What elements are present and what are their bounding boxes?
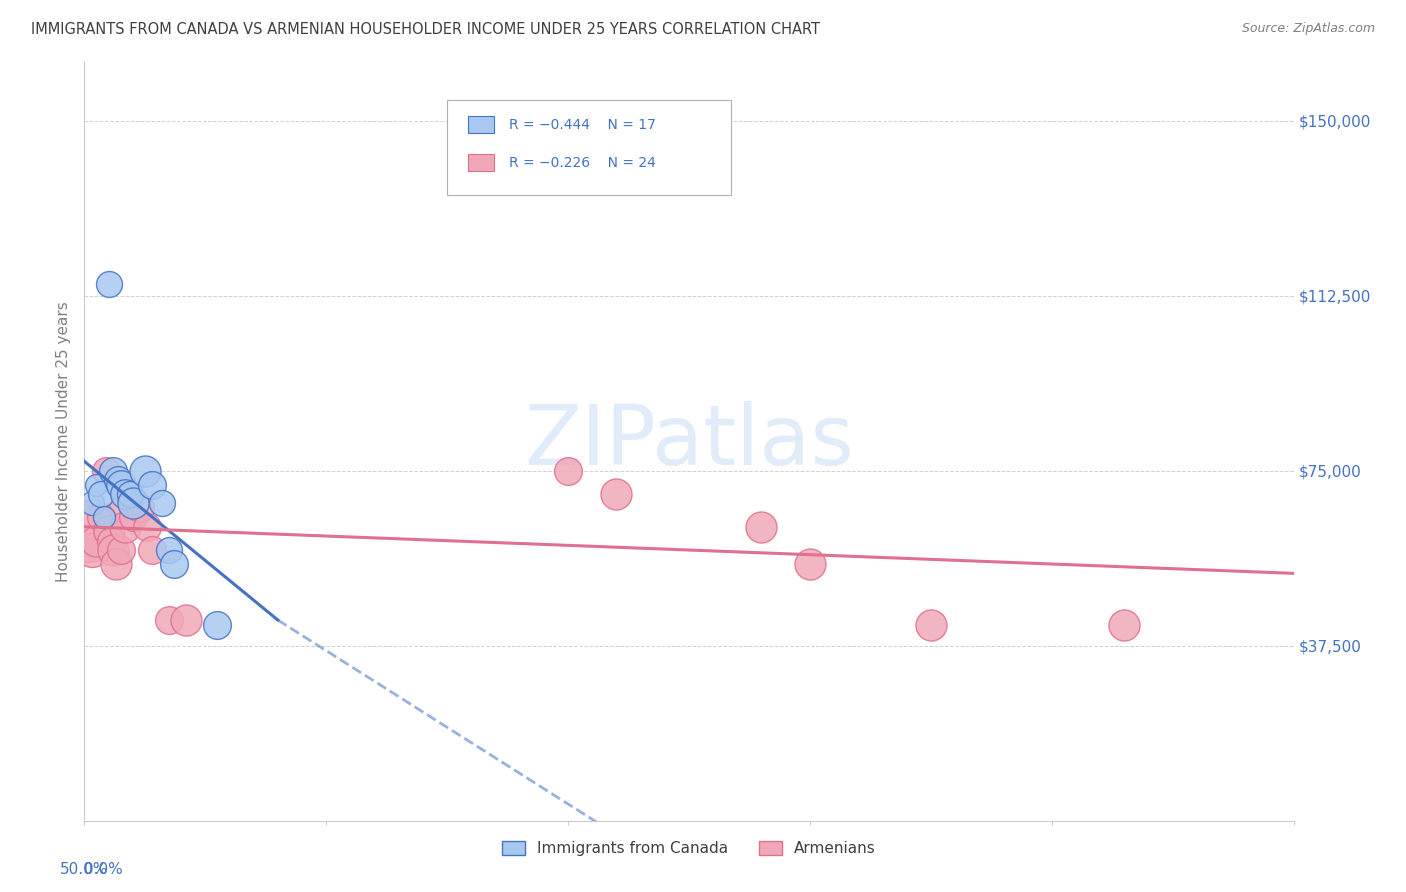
Point [751, 519, 773, 533]
Point [90, 487, 112, 501]
Text: 50.0%: 50.0% [60, 863, 108, 878]
Text: 0.0%: 0.0% [84, 863, 124, 878]
Point [141, 543, 163, 558]
FancyBboxPatch shape [447, 101, 731, 195]
Point [93, 510, 115, 524]
Point [121, 496, 143, 510]
Point [605, 487, 627, 501]
Point [557, 464, 579, 478]
Point [129, 501, 152, 516]
FancyBboxPatch shape [468, 154, 495, 171]
Point [141, 477, 163, 491]
Point [110, 543, 132, 558]
Point [100, 533, 122, 548]
Point [114, 519, 136, 533]
Point [136, 519, 159, 533]
Point [121, 510, 143, 524]
Point [207, 617, 229, 632]
Point [94, 464, 117, 478]
Text: R = −0.226    N = 24: R = −0.226 N = 24 [509, 155, 655, 169]
Text: ZIPatlas: ZIPatlas [524, 401, 853, 482]
Point [163, 557, 186, 571]
Point [174, 613, 197, 627]
Point [80, 496, 103, 510]
Point [80, 543, 103, 558]
Point [103, 464, 125, 478]
Point [104, 557, 127, 571]
Point [120, 487, 142, 501]
Legend: Immigrants from Canada, Armenians: Immigrants from Canada, Armenians [496, 835, 882, 863]
Point [112, 501, 135, 516]
Point [86, 477, 108, 491]
Point [150, 496, 173, 510]
Point [157, 613, 180, 627]
Point [90, 510, 112, 524]
Point [107, 473, 129, 487]
Point [799, 557, 821, 571]
Point [97, 524, 120, 539]
Point [157, 543, 180, 558]
Text: Source: ZipAtlas.com: Source: ZipAtlas.com [1241, 22, 1375, 36]
Point [134, 464, 156, 478]
Point [77, 524, 100, 539]
Point [103, 543, 125, 558]
Y-axis label: Householder Income Under 25 years: Householder Income Under 25 years [56, 301, 72, 582]
Point [114, 487, 136, 501]
Point [920, 617, 942, 632]
Point [110, 477, 132, 491]
Text: IMMIGRANTS FROM CANADA VS ARMENIAN HOUSEHOLDER INCOME UNDER 25 YEARS CORRELATION: IMMIGRANTS FROM CANADA VS ARMENIAN HOUSE… [31, 22, 820, 37]
Point [97, 277, 120, 291]
Text: R = −0.444    N = 17: R = −0.444 N = 17 [509, 118, 655, 132]
Point [1114, 617, 1136, 632]
FancyBboxPatch shape [468, 116, 495, 133]
Point [86, 533, 108, 548]
